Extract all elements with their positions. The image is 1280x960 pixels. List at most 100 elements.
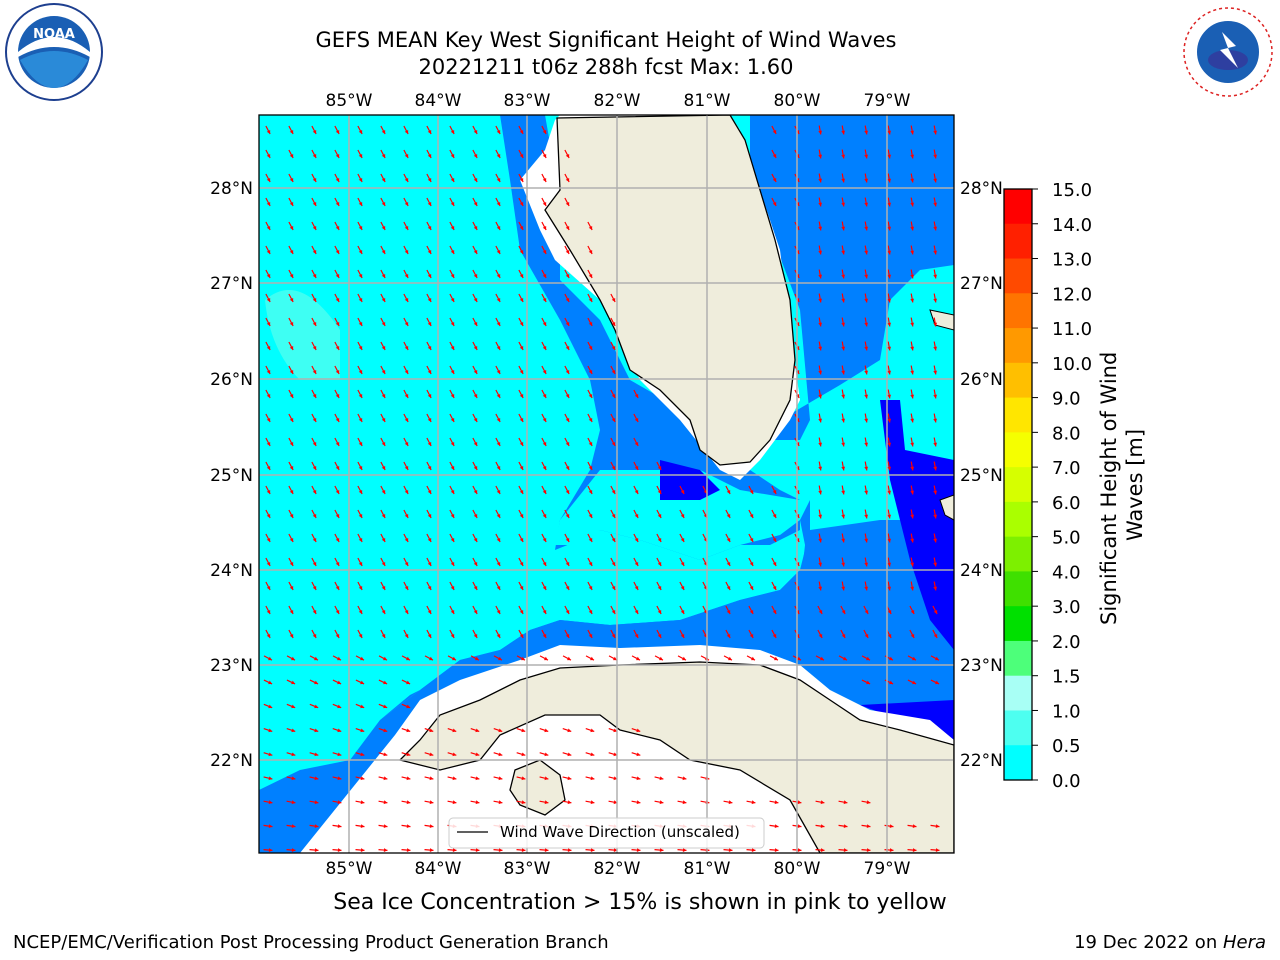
wave-direction-arrowhead [519, 537, 524, 542]
wave-direction-arrowhead [842, 656, 847, 661]
wave-direction-arrowhead [266, 633, 271, 638]
wave-direction-arrowhead [383, 824, 388, 829]
colorbar-tick-label: 3.0 [1052, 597, 1081, 618]
wave-direction-arrowhead [611, 393, 616, 398]
latitude-labels: 28°N 28°N 27°N 27°N 26°N 26°N 25°N 25°N 24°N 24°N… [210, 179, 1003, 771]
wave-direction-arrowhead [542, 489, 547, 494]
wave-direction-arrowhead [266, 297, 271, 302]
wave-direction-arrowhead [496, 345, 501, 350]
wave-direction-arrowhead [475, 848, 480, 852]
colorbar-segment [1004, 675, 1032, 711]
wave-direction-arrowhead [314, 752, 319, 757]
wave-direction-arrowhead [864, 609, 869, 614]
wave-direction-arrowhead [450, 249, 455, 254]
wave-direction-arrowhead [427, 297, 432, 302]
wave-direction-arrowhead [289, 153, 294, 158]
wave-direction-arrowhead [381, 513, 386, 518]
wave-direction-arrowhead [289, 321, 294, 326]
wave-direction-arrowhead [358, 321, 363, 326]
wave-direction-arrowhead [450, 609, 455, 614]
wave-direction-arrowhead [912, 680, 917, 685]
wave-direction-arrowhead [450, 513, 455, 518]
wave-direction-arrowhead [313, 656, 318, 661]
wave-direction-arrowhead [427, 273, 432, 278]
wave-direction-arrowhead [428, 656, 433, 661]
wave-direction-arrowhead [404, 201, 409, 206]
wave-direction-arrowhead [542, 153, 547, 158]
wave-direction-arrowhead [473, 201, 478, 206]
wave-direction-arrowhead [521, 800, 526, 805]
wave-direction-arrowhead [498, 848, 503, 852]
wave-direction-arrowhead [496, 177, 501, 182]
lat-label-right: 24°N [960, 561, 1003, 581]
wave-direction-arrowhead [933, 394, 938, 399]
wave-direction-arrowhead [406, 680, 411, 685]
wave-direction-arrowhead [841, 250, 846, 255]
wave-direction-arrowhead [636, 800, 641, 805]
longitude-labels: 85°W 85°W 84°W 84°W 83°W 83°W 82°W 82°W 81°W 81°W… [326, 91, 911, 879]
wave-direction-arrowhead [612, 656, 617, 661]
wave-direction-arrowhead [427, 441, 432, 446]
wave-direction-arrowhead [818, 562, 823, 567]
wave-direction-arrowhead [887, 322, 892, 327]
wave-direction-arrowhead [657, 585, 662, 590]
wave-direction-arrowhead [268, 728, 273, 733]
wave-direction-arrowhead [336, 656, 341, 661]
wave-direction-arrowhead [381, 321, 386, 326]
wave-direction-arrowhead [335, 561, 340, 566]
wave-direction-arrowhead [588, 321, 593, 326]
wave-direction-arrowhead [266, 225, 271, 230]
wave-direction-arrowhead [726, 561, 731, 566]
wave-direction-arrowhead [935, 824, 940, 829]
wave-direction-arrowhead [404, 441, 409, 446]
wave-direction-arrowhead [887, 586, 892, 591]
nws-logo [1182, 6, 1274, 98]
wave-direction-arrowhead [613, 848, 618, 852]
wave-direction-arrowhead [933, 250, 938, 255]
wave-direction-arrowhead [337, 752, 342, 757]
wave-direction-arrowhead [567, 776, 572, 781]
wave-direction-arrowhead [565, 297, 570, 302]
wave-direction-arrowhead [864, 226, 869, 231]
wave-direction-arrowhead [611, 489, 616, 494]
wave-direction-arrowhead [588, 273, 593, 278]
colorbar-tick-label: 15.0 [1052, 180, 1092, 201]
colorbar-segment [1004, 432, 1032, 468]
wave-direction-arrowhead [337, 800, 342, 805]
wave-direction-arrowhead [565, 249, 570, 254]
wave-direction-arrowhead [749, 609, 754, 614]
wave-direction-arrowhead [312, 273, 317, 278]
colorbar-segment [1004, 710, 1032, 746]
colorbar-label-line1: Significant Height of Wind [1097, 352, 1121, 625]
wave-direction-arrowhead [337, 776, 342, 781]
wave-direction-arrowhead [544, 752, 549, 757]
wave-direction-arrowhead [519, 609, 524, 614]
wave-direction-arrowhead [266, 465, 271, 470]
wave-direction-arrowhead [406, 776, 411, 781]
lat-label-left: 22°N [210, 751, 253, 771]
wave-direction-arrowhead [450, 369, 455, 374]
wave-direction-arrowhead [289, 345, 294, 350]
wave-direction-arrowhead [404, 321, 409, 326]
wave-direction-arrowhead [565, 465, 570, 470]
wave-direction-arrowhead [611, 297, 616, 302]
wave-direction-arrowhead [887, 609, 892, 614]
wave-direction-arrowhead [864, 562, 869, 567]
wave-direction-arrowhead [404, 345, 409, 350]
wave-direction-arrowhead [542, 441, 547, 446]
wave-direction-arrowhead [291, 704, 296, 709]
wave-direction-arrowhead [406, 704, 411, 709]
wave-direction-arrowhead [335, 129, 340, 134]
wave-direction-arrowhead [289, 249, 294, 254]
wave-direction-arrowhead [774, 800, 779, 805]
wave-direction-arrowhead [450, 489, 455, 494]
wave-direction-arrowhead [841, 609, 846, 614]
wave-direction-arrowhead [749, 537, 754, 542]
wave-direction-arrowhead [450, 561, 455, 566]
wave-direction-arrowhead [473, 345, 478, 350]
wave-direction-arrowhead [358, 513, 363, 518]
wave-direction-arrowhead [565, 561, 570, 566]
wave-direction-arrowhead [404, 465, 409, 470]
wave-direction-arrowhead [520, 656, 525, 661]
wave-direction-arrowhead [565, 513, 570, 518]
